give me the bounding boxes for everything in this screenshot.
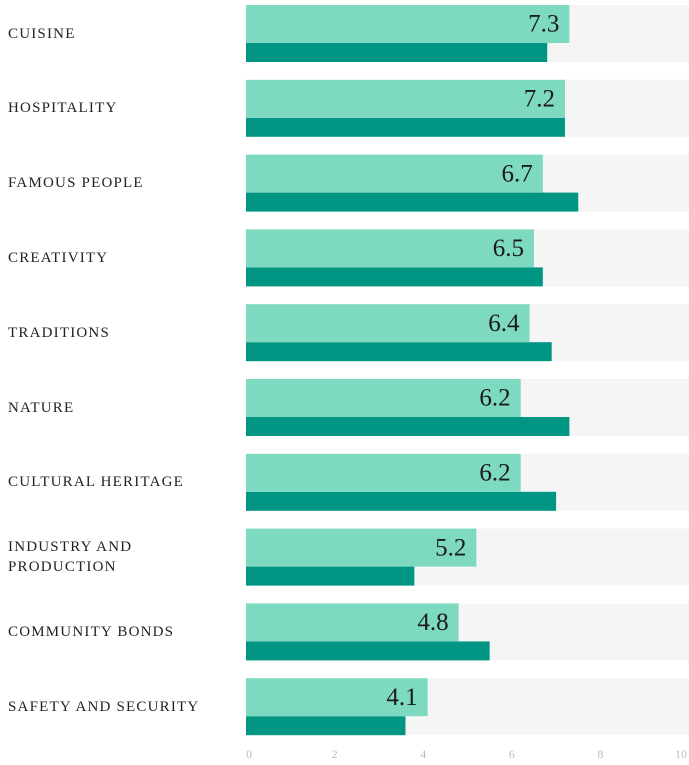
x-tick-label: 4 [420, 747, 426, 761]
value-label: 7.2 [524, 86, 555, 113]
category-label: NATURE [8, 399, 75, 416]
bar [246, 192, 579, 212]
x-tick-label: 8 [597, 747, 603, 761]
category-label: HOSPITALITY [8, 100, 118, 117]
x-tick-label: 10 [675, 747, 687, 761]
x-tick-label: 6 [509, 747, 515, 761]
x-tick-label: 0 [246, 747, 252, 761]
bar [246, 566, 415, 586]
bar [246, 229, 534, 268]
category-label: CREATIVITY [8, 249, 109, 266]
value-label: 6.2 [479, 460, 510, 487]
value-label: 4.1 [386, 684, 417, 711]
bar [246, 117, 565, 137]
value-label: 4.8 [417, 609, 448, 636]
value-label: 6.4 [488, 310, 520, 337]
bar [246, 304, 530, 343]
value-label: 6.2 [479, 385, 510, 412]
bar [246, 267, 543, 287]
x-tick-label: 2 [332, 747, 338, 761]
bar [246, 453, 521, 492]
bar [246, 417, 570, 436]
bar [246, 342, 552, 362]
category-label: TRADITIONS [8, 324, 110, 341]
value-label: 7.3 [528, 11, 559, 38]
bar [246, 79, 565, 118]
value-label: 6.7 [502, 160, 533, 187]
category-label: INDUSTRY AND PRODUCTION [8, 539, 133, 576]
bar [246, 379, 521, 417]
bar [246, 528, 477, 567]
bar [246, 603, 459, 642]
category-label: COMMUNITY BONDS [8, 623, 175, 640]
bar [246, 43, 548, 62]
bar [246, 154, 543, 193]
bar [246, 716, 406, 736]
category-label: CULTURAL HERITAGE [8, 474, 184, 491]
category-label: SAFETY AND SECURITY [8, 698, 200, 715]
value-label: 5.2 [435, 534, 466, 561]
category-label: FAMOUS PEOPLE [8, 175, 144, 192]
value-label: 6.5 [493, 235, 524, 262]
category-label: CUISINE [8, 25, 76, 42]
bar [246, 491, 557, 511]
bar [246, 5, 570, 43]
bar [246, 641, 490, 661]
bar [246, 678, 428, 717]
